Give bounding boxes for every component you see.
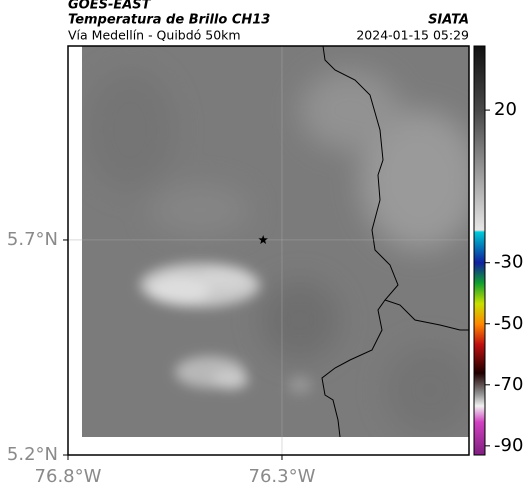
satellite-image: [82, 46, 469, 437]
y-tick-label: 5.2°N: [7, 444, 58, 465]
colorbar-label: 20: [494, 99, 517, 120]
colorbar-label: -30: [494, 252, 523, 273]
x-tick-label: 76.3°W: [249, 466, 316, 487]
map-frame: [67, 45, 470, 456]
border: [321, 46, 399, 437]
location-marker: [258, 235, 268, 244]
region: Vía Medellín - Quibdó 50km: [68, 28, 241, 43]
y-tick-label: 5.7°N: [7, 229, 58, 250]
colorbar-label: -70: [494, 374, 523, 395]
product-title: Temperatura de Brillo CH13: [68, 13, 270, 28]
agency: SIATA: [428, 13, 469, 28]
datetime: 2024-01-15 05:29: [356, 28, 469, 43]
x-tick-label: 76.8°W: [35, 466, 102, 487]
colorbar-label: -50: [494, 313, 523, 334]
source-title: GOES-EAST: [68, 0, 152, 13]
colorbar-label: -90: [494, 435, 523, 456]
colorbar: [473, 45, 486, 456]
border: [384, 299, 469, 331]
